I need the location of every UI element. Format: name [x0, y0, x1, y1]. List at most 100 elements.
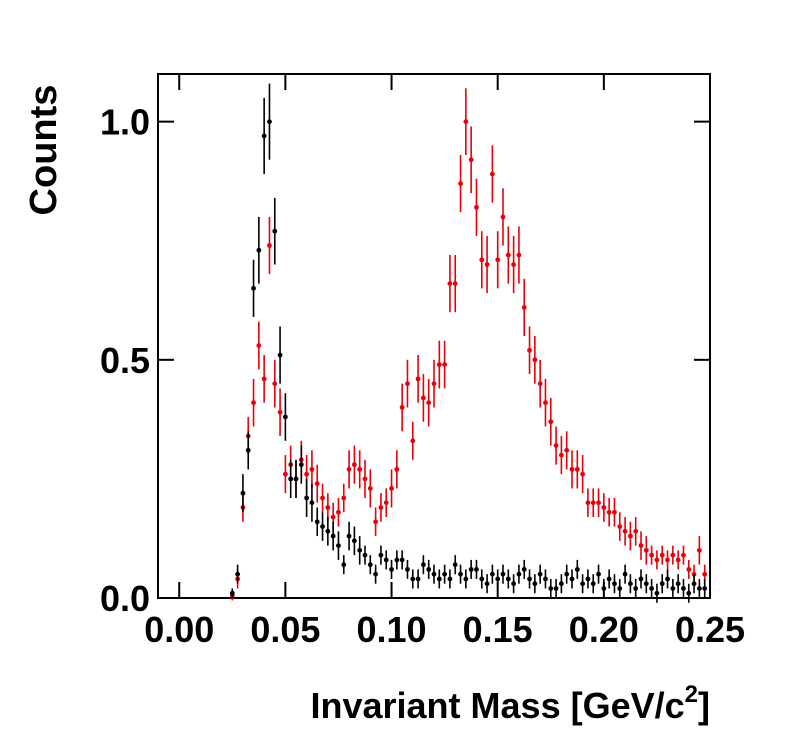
data-point	[399, 557, 405, 563]
data-point	[596, 500, 601, 506]
data-point	[389, 486, 394, 491]
data-point	[500, 214, 506, 220]
data-point	[564, 571, 570, 577]
data-point	[569, 466, 575, 472]
data-point	[617, 524, 623, 529]
data-point	[569, 576, 575, 582]
data-point	[431, 381, 437, 387]
data-point	[336, 543, 341, 548]
data-point	[447, 281, 453, 286]
data-point	[373, 519, 379, 525]
data-point	[320, 524, 325, 529]
data-point	[415, 576, 421, 582]
data-point	[484, 262, 490, 267]
data-point	[367, 486, 373, 491]
data-point	[638, 576, 644, 582]
data-point	[532, 357, 538, 363]
data-point	[367, 562, 373, 568]
data-point	[580, 471, 586, 477]
data-point	[665, 576, 670, 582]
data-point	[590, 581, 596, 587]
data-point	[665, 557, 670, 563]
data-point	[574, 567, 580, 572]
data-point	[622, 528, 628, 534]
data-point	[229, 590, 235, 596]
data-point	[325, 528, 331, 534]
data-point	[346, 466, 352, 472]
data-point	[659, 552, 665, 558]
data-point	[304, 495, 310, 501]
data-point	[686, 567, 692, 572]
data-point	[521, 567, 527, 572]
data-point	[426, 567, 432, 572]
data-point	[325, 505, 331, 510]
data-point	[362, 552, 368, 558]
data-point	[330, 514, 336, 520]
x-tick-label: 0.00	[144, 609, 214, 650]
data-point	[251, 400, 256, 406]
data-point	[383, 500, 389, 506]
x-tick-label: 0.20	[569, 609, 639, 650]
data-point	[532, 581, 538, 587]
data-point	[436, 576, 442, 582]
data-point	[601, 586, 607, 591]
data-point	[516, 252, 522, 258]
x-tick-label: 0.25	[675, 609, 745, 650]
data-point	[612, 509, 617, 515]
data-point	[272, 381, 278, 387]
data-point	[272, 228, 278, 234]
data-point	[378, 505, 384, 510]
data-point	[643, 581, 649, 587]
data-point	[442, 571, 448, 577]
data-point	[489, 571, 495, 577]
data-point	[527, 347, 532, 353]
data-point	[314, 481, 320, 487]
data-point	[309, 500, 315, 506]
data-point	[500, 571, 506, 577]
data-point	[521, 305, 527, 310]
data-point	[458, 181, 463, 186]
data-point	[702, 586, 708, 591]
data-point	[670, 552, 676, 558]
data-point	[537, 381, 543, 387]
data-point	[627, 533, 633, 539]
data-point	[362, 476, 368, 482]
data-point	[495, 257, 501, 263]
data-point	[452, 281, 458, 286]
data-point	[304, 471, 310, 477]
data-point	[675, 581, 681, 587]
data-point	[675, 557, 681, 563]
data-point	[436, 362, 442, 367]
data-point	[256, 343, 262, 348]
data-point	[553, 586, 559, 591]
data-point	[627, 581, 633, 587]
x-axis-label-end: ]	[698, 685, 710, 726]
data-point	[261, 376, 267, 382]
data-point	[410, 438, 416, 444]
x-tick-label: 0.10	[356, 609, 426, 650]
data-point	[394, 466, 400, 472]
data-point	[277, 409, 283, 415]
data-point	[341, 562, 347, 568]
data-point	[511, 262, 517, 267]
data-point	[373, 571, 379, 577]
data-point	[336, 509, 341, 515]
data-point	[479, 576, 485, 582]
data-point	[405, 567, 410, 572]
data-point	[505, 576, 511, 582]
data-point	[293, 476, 299, 482]
data-point	[537, 571, 543, 577]
data-point	[702, 571, 708, 577]
data-point	[606, 576, 612, 582]
data-point	[420, 395, 426, 401]
data-point	[617, 586, 623, 591]
data-point	[659, 581, 665, 587]
data-point	[686, 590, 692, 596]
data-point	[505, 252, 511, 258]
data-point	[643, 547, 649, 553]
data-point	[288, 476, 294, 482]
data-point	[442, 362, 448, 367]
data-point	[511, 581, 517, 587]
data-point	[543, 576, 548, 582]
